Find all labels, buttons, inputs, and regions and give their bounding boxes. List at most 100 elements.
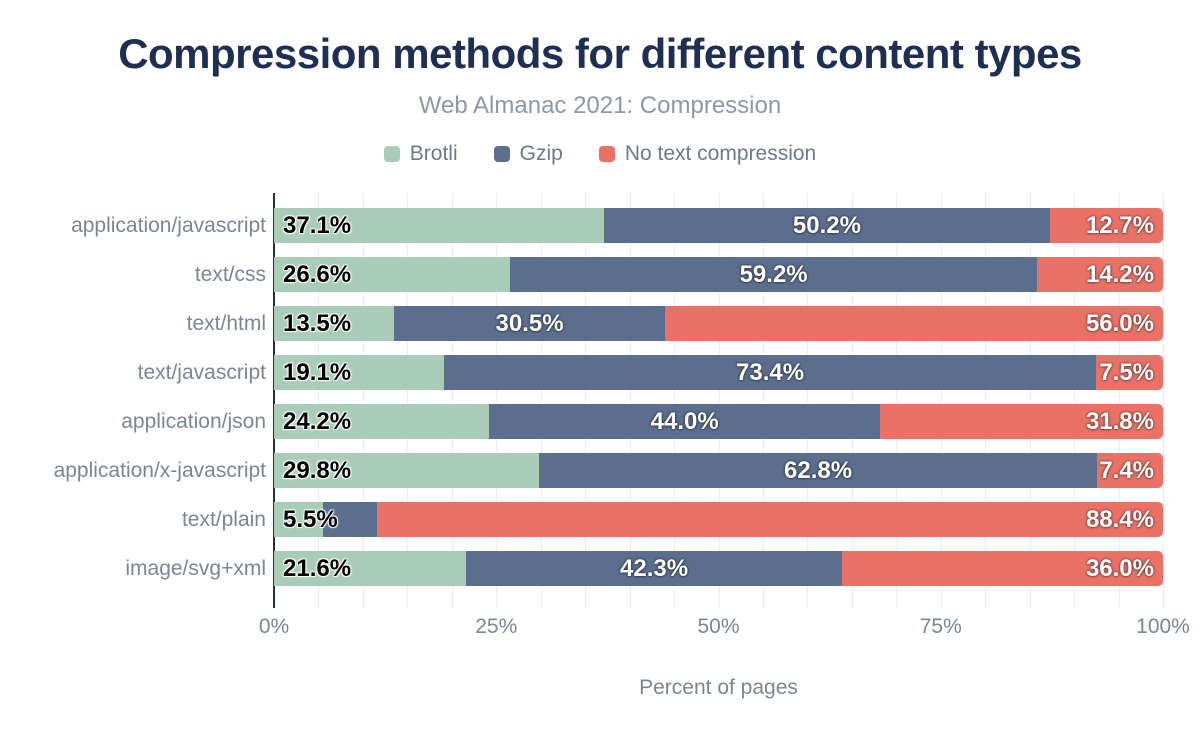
gridline: [985, 193, 987, 608]
bar-segment[interactable]: 19.1%: [274, 355, 444, 390]
bar-row: 5.5% 88.4%: [274, 502, 1163, 537]
bar-segment[interactable]: 7.4%: [1097, 453, 1163, 488]
bar-value-label: 7.5%: [1099, 358, 1154, 386]
x-tick-label: 50%: [697, 615, 740, 638]
bar-value-label: 36.0%: [1085, 554, 1154, 582]
category-label: application/javascript: [71, 214, 266, 237]
x-tick-label: 0%: [258, 615, 290, 638]
bar-value-label: 37.1%: [283, 211, 352, 239]
legend-item-brotli[interactable]: Brotli: [383, 142, 458, 166]
legend-swatch-icon: [383, 146, 400, 162]
bar-segment[interactable]: 42.3%: [466, 551, 843, 586]
bar-segment[interactable]: 73.4%: [443, 355, 1097, 390]
y-axis-line: [273, 193, 275, 608]
bar-segment[interactable]: 29.8%: [274, 453, 539, 488]
bar-value-label: 19.1%: [283, 358, 352, 386]
x-tick-label: 75%: [919, 615, 962, 638]
bar-segment[interactable]: 26.6%: [274, 257, 511, 292]
bar-value-label: 29.8%: [283, 456, 352, 484]
gridline: [896, 193, 898, 608]
x-tick-label: 25%: [475, 615, 518, 638]
gridline: [585, 193, 587, 608]
bar-segment[interactable]: 31.8%: [880, 404, 1163, 439]
x-tick-label: 100%: [1136, 615, 1190, 638]
bar-segment[interactable]: 7.5%: [1096, 355, 1163, 390]
bar-value-label: 5.5%: [283, 505, 338, 533]
bar-value-label: 14.2%: [1085, 260, 1154, 288]
gridline: [1074, 193, 1076, 608]
bar-rows: 37.1% 50.2% 12.7% 26.6% 59.2% 14.2% 13.5% 30.5%…: [274, 193, 1163, 608]
bar-value-label: 50.2%: [792, 211, 861, 239]
plot-area: 37.1% 50.2% 12.7% 26.6% 59.2% 14.2% 13.5% 30.5%…: [273, 193, 1164, 608]
category-label: text/html: [186, 312, 266, 335]
bar-value-label: 21.6%: [283, 554, 352, 582]
legend-item-no-text-compression[interactable]: No text compression: [598, 142, 816, 166]
bar-segment[interactable]: 37.1%: [274, 208, 604, 243]
x-axis-title: Percent of pages: [639, 676, 798, 699]
gridline: [718, 193, 720, 608]
bar-value-label: 24.2%: [283, 407, 352, 435]
legend-swatch-icon: [493, 146, 510, 162]
bar-row: 13.5% 30.5% 56.0%: [274, 306, 1163, 341]
bar-segment[interactable]: 12.7%: [1050, 208, 1163, 243]
bar-value-label: 7.4%: [1099, 456, 1154, 484]
gridline: [940, 193, 942, 608]
bar-segment[interactable]: 30.5%: [394, 306, 666, 341]
bar-segment[interactable]: 14.2%: [1036, 257, 1163, 292]
bar-value-label: 42.3%: [620, 554, 689, 582]
category-label: application/json: [121, 410, 266, 433]
legend-item-gzip[interactable]: Gzip: [493, 142, 563, 166]
chart-title: Compression methods for different conten…: [118, 30, 1082, 77]
bar-row: 29.8% 62.8% 7.4%: [274, 453, 1163, 488]
bar-row: 19.1% 73.4% 7.5%: [274, 355, 1163, 390]
legend-label: Brotli: [409, 142, 458, 165]
bar-value-label: 26.6%: [283, 260, 352, 288]
bar-segment[interactable]: 62.8%: [538, 453, 1098, 488]
gridline: [1163, 193, 1164, 608]
gridline: [1029, 193, 1031, 608]
gridline: [540, 193, 542, 608]
bar-value-label: 59.2%: [739, 260, 808, 288]
bar-value-label: 12.7%: [1085, 211, 1154, 239]
legend-label: Gzip: [519, 142, 563, 165]
bar-value-label: 73.4%: [736, 358, 805, 386]
category-label: image/svg+xml: [125, 557, 266, 580]
bar-segment[interactable]: 88.4%: [377, 502, 1163, 537]
chart-subtitle: Web Almanac 2021: Compression: [418, 92, 782, 119]
bar-segment[interactable]: [322, 502, 378, 537]
bar-value-label: 44.0%: [650, 407, 719, 435]
legend: Brotli Gzip No text compression: [0, 142, 1200, 166]
bar-segment[interactable]: 44.0%: [489, 404, 881, 439]
bar-row: 21.6% 42.3% 36.0%: [274, 551, 1163, 586]
bar-segment[interactable]: 13.5%: [274, 306, 394, 341]
bar-value-label: 31.8%: [1085, 407, 1154, 435]
gridline: [629, 193, 631, 608]
gridline: [496, 193, 498, 608]
gridline: [407, 193, 409, 608]
bar-segment[interactable]: 24.2%: [274, 404, 490, 439]
bar-segment[interactable]: 50.2%: [603, 208, 1051, 243]
legend-swatch-icon: [598, 146, 615, 162]
bar-segment[interactable]: 59.2%: [510, 257, 1037, 292]
gridline: [451, 193, 453, 608]
bar-segment[interactable]: 21.6%: [274, 551, 467, 586]
category-label: text/javascript: [137, 361, 266, 384]
bar-segment[interactable]: 36.0%: [842, 551, 1163, 586]
bar-segment[interactable]: 56.0%: [665, 306, 1163, 341]
category-label: application/x-javascript: [53, 459, 266, 482]
bar-value-label: 56.0%: [1085, 309, 1154, 337]
gridline: [318, 193, 320, 608]
gridline: [1118, 193, 1120, 608]
bar-row: 37.1% 50.2% 12.7%: [274, 208, 1163, 243]
bar-value-label: 62.8%: [784, 456, 853, 484]
gridline: [851, 193, 853, 608]
bar-value-label: 13.5%: [283, 309, 352, 337]
bar-row: 26.6% 59.2% 14.2%: [274, 257, 1163, 292]
gridline: [762, 193, 764, 608]
bar-segment[interactable]: 5.5%: [274, 502, 338, 537]
gridline: [674, 193, 676, 608]
bar-row: 24.2% 44.0% 31.8%: [274, 404, 1163, 439]
gridline: [807, 193, 809, 608]
category-label: text/plain: [181, 508, 266, 531]
